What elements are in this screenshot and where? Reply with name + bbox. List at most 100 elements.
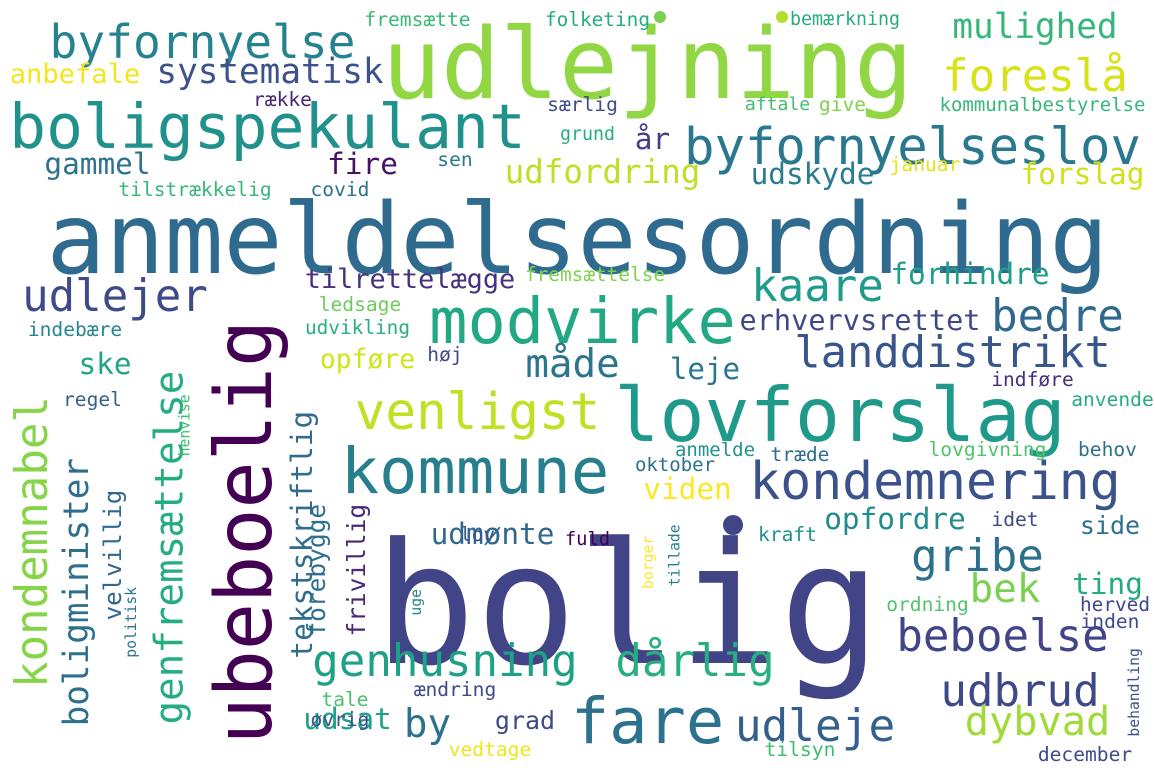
word-henvise: henvise xyxy=(176,394,194,456)
word-modvirke: modvirke xyxy=(429,284,736,359)
word-oktober: oktober xyxy=(634,453,716,476)
word-fuld: fuld xyxy=(564,528,611,550)
word-opfordre: opfordre xyxy=(824,502,966,537)
word-fremsaette: fremsætte xyxy=(364,8,471,32)
word-genhusning: genhusning xyxy=(312,636,578,688)
word-ovrig: øvrig xyxy=(310,708,370,732)
word-udlejning: udlejning xyxy=(381,8,913,122)
word-byfornyelse: byfornyelse xyxy=(49,15,356,70)
word-mulighed: mulighed xyxy=(952,7,1118,48)
word-januar: januar xyxy=(889,153,961,177)
word-udfordring: udfordring xyxy=(504,153,701,192)
word-forslag: forslag xyxy=(1020,157,1145,192)
word-udmonte: udmønte xyxy=(430,517,555,552)
word-side: side xyxy=(1079,510,1141,540)
word-by: by xyxy=(403,702,452,748)
word-tillade: tillade xyxy=(666,524,684,587)
word-boligminister: boligminister xyxy=(57,458,98,727)
stray-dot xyxy=(654,11,666,23)
word-landdistrikt: landdistrikt xyxy=(794,326,1111,378)
word-systematisk: systematisk xyxy=(156,52,384,93)
word-bemaerkning: bemærkning xyxy=(789,8,901,30)
word-borger: borger xyxy=(640,535,658,590)
word-made: måde xyxy=(525,342,620,388)
word-udvikling: udvikling xyxy=(304,316,411,340)
word-kommune: kommune xyxy=(340,434,610,509)
word-udsat: udsat xyxy=(303,702,392,737)
word-kaare: kaare xyxy=(751,261,884,313)
word-ting: ting xyxy=(1072,567,1143,602)
stray-dot xyxy=(723,515,743,535)
word-december: december xyxy=(1037,743,1133,767)
word-vedtage: vedtage xyxy=(448,738,532,762)
word-politisk: politisk xyxy=(123,587,141,658)
word-fremsaettelse: fremsættelse xyxy=(524,263,666,287)
word-ske: ske xyxy=(78,347,132,382)
word-uge: uge xyxy=(408,589,426,616)
word-grund: grund xyxy=(559,123,616,145)
word-bolig: bolig xyxy=(374,506,881,703)
word-opfore: opføre xyxy=(319,343,416,375)
word-covid: covid xyxy=(310,178,370,202)
word-fire: fire xyxy=(327,147,398,182)
word-darlig: dårlig xyxy=(615,636,775,688)
word-forhindre: forhindre xyxy=(890,257,1050,292)
word-udlejer: udlejer xyxy=(22,271,208,323)
word-indfore: indføre xyxy=(991,368,1074,392)
word-behandling: behandling xyxy=(1126,648,1144,737)
word-bek: bek xyxy=(969,567,1041,613)
word-grad: grad xyxy=(494,705,556,735)
word-regel: regel xyxy=(63,388,122,412)
word-beboelse: beboelse xyxy=(896,611,1109,663)
word-frivillig: frivillig xyxy=(342,503,372,637)
word-kondemnering: kondemnering xyxy=(749,451,1121,512)
word-ar: år xyxy=(634,122,671,157)
word-ledsage: ledsage xyxy=(318,293,402,317)
word-kommunalbestyrelse: kommunalbestyrelse xyxy=(939,93,1146,116)
word-anvende: anvende xyxy=(1071,388,1154,412)
word-lovforslag: lovforslag xyxy=(614,370,1066,459)
word-lov: lov xyxy=(459,523,496,547)
stray-dot xyxy=(776,11,788,23)
word-leje: leje xyxy=(669,352,741,387)
word-kondemnabel: kondemnabel xyxy=(6,396,58,689)
word-traede: træde xyxy=(770,443,830,467)
word-ubeboelig: ubeboelig xyxy=(198,320,290,745)
word-udleje: udleje xyxy=(734,701,896,753)
word-gammel: gammel xyxy=(44,147,151,182)
word-venligst: venligst xyxy=(354,383,601,442)
word-anmeldelsesordning: anmeldelsesordning xyxy=(46,183,1109,297)
word-dybvad: dybvad xyxy=(964,698,1111,746)
word-inden: inden xyxy=(1080,610,1140,634)
word-tilstraekkelig: tilstrækkelig xyxy=(118,178,272,202)
word-ordning: ordning xyxy=(886,593,969,617)
word-gribe: gribe xyxy=(911,531,1044,583)
word-viden: viden xyxy=(643,472,732,507)
word-tale: tale xyxy=(321,688,369,712)
word-give: give xyxy=(818,93,867,117)
word-velvillig: velvillig xyxy=(98,489,127,621)
word-aftale: aftale xyxy=(744,93,811,115)
word-anbefale: anbefale xyxy=(9,59,141,91)
word-raekke: række xyxy=(253,88,312,112)
word-anmelde: anmelde xyxy=(674,438,756,461)
word-tilsyn: tilsyn xyxy=(764,738,836,762)
word-sen: sen xyxy=(437,148,473,172)
word-behov: behov xyxy=(1078,438,1137,462)
word-foresla: foreslå xyxy=(942,51,1128,103)
word-aendring: ændring xyxy=(413,678,497,702)
word-bedre: bedre xyxy=(991,291,1124,343)
word-boligspekulant: boligspekulant xyxy=(9,91,526,163)
word-fare: fare xyxy=(570,684,725,759)
word-byfornyelseslov: byfornyelseslov xyxy=(684,117,1141,177)
word-tilrettelaegge: tilrettelægge xyxy=(304,263,516,295)
word-folketing: folketing xyxy=(544,8,651,32)
word-saerlig: særlig xyxy=(547,93,618,117)
word-herved: herved xyxy=(1079,593,1151,617)
word-lovgivning: lovgivning xyxy=(928,438,1047,462)
word-erhvervsrettet: erhvervsrettet xyxy=(739,302,981,337)
word-udbrud: udbrud xyxy=(940,666,1100,718)
word-idet: idet xyxy=(991,508,1039,532)
word-udskyde: udskyde xyxy=(750,157,875,192)
